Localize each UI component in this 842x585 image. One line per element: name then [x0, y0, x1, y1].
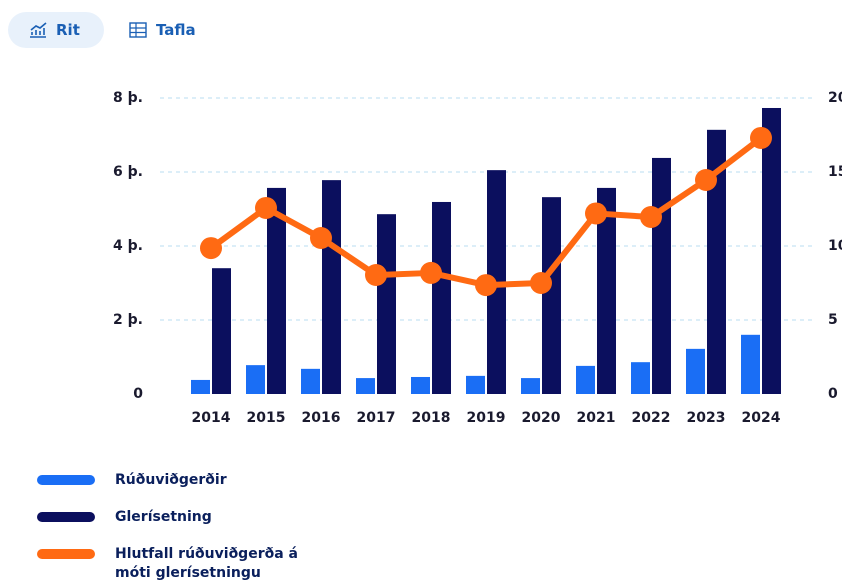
y2-tick-label: 5 — [828, 312, 838, 328]
legend-label: Hlutfall rúðuviðgerða á móti glerísetnin… — [115, 546, 298, 581]
x-tick-label: 2021 — [577, 410, 616, 426]
legend-item[interactable]: Glerísetning — [37, 508, 325, 527]
y2-tick-label: 10 — [828, 238, 842, 254]
legend-item[interactable]: Rúðuviðgerðir — [37, 471, 325, 490]
y2-tick-label: 20 — [828, 90, 842, 106]
table-icon — [129, 22, 147, 38]
x-tick-label: 2016 — [302, 410, 341, 426]
bar — [741, 334, 760, 394]
bar — [542, 197, 561, 394]
legend-label: Rúðuviðgerðir — [115, 472, 227, 488]
line-point — [255, 196, 277, 219]
y-tick-label: 4 þ. — [113, 238, 143, 254]
line — [209, 135, 763, 289]
line-point — [365, 264, 387, 287]
line-point — [585, 202, 607, 225]
tab-table[interactable]: Tafla — [108, 12, 216, 48]
bar — [301, 368, 320, 394]
bar — [267, 187, 286, 394]
x-tick-label: 2024 — [742, 410, 781, 426]
bar — [597, 187, 616, 394]
bar — [762, 107, 781, 395]
line-point — [695, 168, 717, 191]
bar — [652, 157, 671, 394]
x-tick-label: 2015 — [247, 410, 286, 426]
x-tick-label: 2022 — [632, 410, 671, 426]
line-point — [530, 272, 552, 294]
bar — [521, 378, 540, 394]
chart-icon — [30, 22, 47, 38]
line-point — [640, 205, 662, 228]
bar — [356, 378, 375, 394]
bar — [631, 362, 650, 394]
x-tick-label: 2019 — [467, 410, 506, 426]
bar — [246, 365, 265, 394]
bar — [377, 214, 396, 394]
x-tick-label: 2017 — [357, 410, 396, 426]
legend-item[interactable]: Hlutfall rúðuviðgerða á móti glerísetnin… — [37, 545, 325, 583]
chart: 0 2 þ. 4 þ. 6 þ. 8 þ. 0 5 10 15 20 2014 2015 2016 201… — [113, 90, 842, 426]
legend-swatch — [37, 475, 95, 485]
y-tick-label: 6 þ. — [113, 164, 143, 180]
y-tick-label: 2 þ. — [113, 312, 143, 328]
bar — [432, 201, 451, 394]
x-tick-label: 2018 — [412, 410, 451, 426]
bar — [686, 348, 705, 394]
bar — [212, 268, 231, 394]
y-tick-label: 0 — [133, 386, 143, 402]
bar — [411, 376, 430, 394]
line-point — [750, 126, 772, 149]
y2-tick-label: 0 — [828, 386, 838, 402]
tab-chart[interactable]: Rit — [8, 12, 104, 48]
y2-tick-label: 15 — [828, 164, 842, 180]
line-point — [420, 261, 442, 284]
x-tick-label: 2023 — [687, 410, 726, 426]
bar — [191, 379, 210, 394]
x-tick-label: 2020 — [522, 410, 561, 426]
bar — [322, 180, 341, 394]
bar — [466, 375, 485, 394]
x-tick-label: 2014 — [192, 410, 231, 426]
tab-label: Rit — [56, 21, 80, 39]
line-point — [310, 227, 332, 250]
bar — [576, 365, 595, 394]
bar — [707, 129, 726, 394]
legend-label: Glerísetning — [115, 509, 212, 525]
line-point — [200, 237, 222, 260]
legend-swatch — [37, 512, 95, 522]
line-point — [475, 274, 497, 297]
tab-label: Tafla — [156, 21, 196, 39]
y-tick-label: 8 þ. — [113, 90, 143, 106]
legend-swatch — [37, 549, 95, 559]
